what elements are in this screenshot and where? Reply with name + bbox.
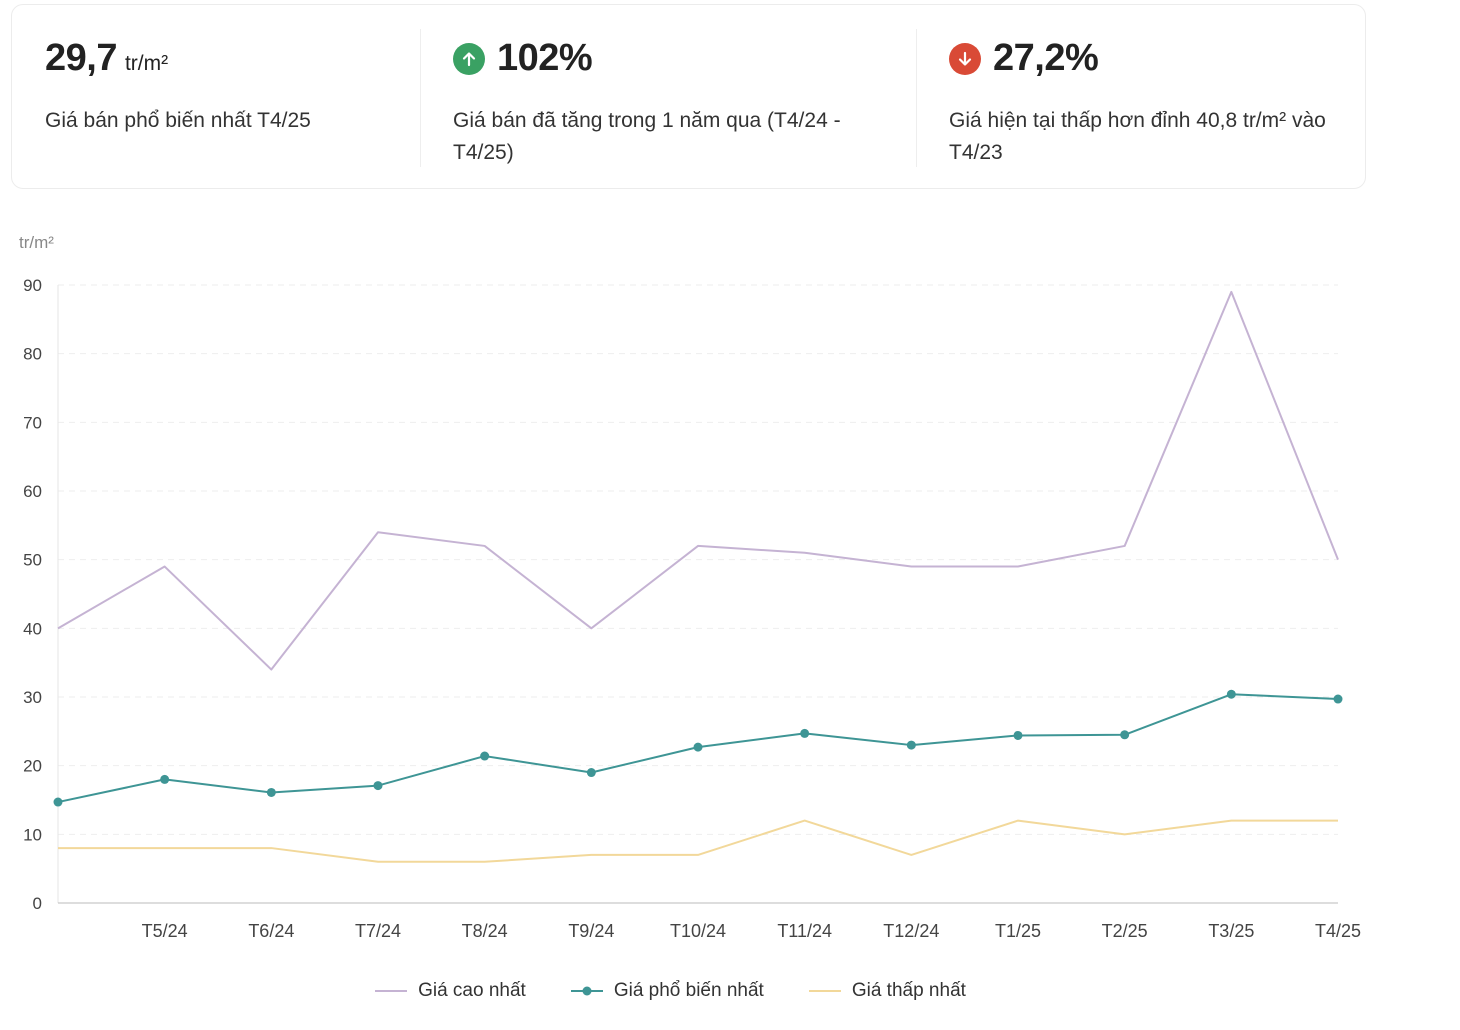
legend-item-2[interactable]: Giá thấp nhất — [808, 980, 966, 1002]
arrow-up-icon — [453, 42, 485, 75]
legend-swatch — [375, 990, 408, 992]
chart-grid — [57, 284, 1338, 904]
data-point[interactable] — [1226, 689, 1236, 699]
legend-item-1[interactable]: Giá phổ biến nhất — [570, 980, 764, 1002]
x-tick-label: T4/25 — [1315, 921, 1361, 941]
legend-label: Giá thấp nhất — [851, 980, 966, 1001]
data-point[interactable] — [586, 768, 596, 778]
stat-value-row: 102% — [453, 37, 593, 80]
x-tick-label: T10/24 — [670, 921, 726, 941]
data-point[interactable] — [1013, 730, 1023, 740]
data-point[interactable] — [160, 774, 170, 784]
x-tick-label: T7/24 — [355, 921, 401, 941]
data-point[interactable] — [266, 787, 276, 797]
x-tick-label: T8/24 — [462, 921, 508, 941]
stat-value: 27,2% — [993, 37, 1099, 79]
chart-series — [53, 290, 1343, 863]
stat-below-peak: 27,2% Giá hiện tại thấp hơn đỉnh 40,8 tr… — [916, 29, 1367, 167]
y-tick-label: 30 — [23, 688, 42, 707]
stat-description: Giá bán đã tăng trong 1 năm qua (T4/24 -… — [453, 109, 841, 164]
chart-legend: Giá cao nhất Giá phổ biến nhất Giá thấp nh… — [0, 980, 1340, 1002]
x-tick-label: T2/25 — [1102, 921, 1148, 941]
x-tick-label: T5/24 — [142, 921, 188, 941]
y-tick-label: 50 — [23, 551, 42, 570]
stat-description: Giá hiện tại thấp hơn đỉnh 40,8 tr/m² và… — [949, 109, 1326, 164]
legend-swatch — [808, 990, 841, 992]
stat-description: Giá bán phổ biến nhất T4/25 — [45, 109, 311, 132]
legend-swatch — [570, 986, 603, 996]
data-point[interactable] — [480, 751, 490, 761]
y-axis-ticks: 0 10 20 30 40 50 60 70 80 90 — [23, 276, 42, 913]
stat-unit: tr/m² — [124, 52, 169, 75]
x-tick-label: T9/24 — [568, 921, 614, 941]
legend-item-0[interactable]: Giá cao nhất — [374, 980, 526, 1002]
y-tick-label: 80 — [23, 345, 42, 364]
y-tick-label: 10 — [23, 825, 42, 844]
y-tick-label: 40 — [23, 619, 42, 638]
stat-value-row: 27,2% — [949, 37, 1099, 80]
stat-yearly-increase: 102% Giá bán đã tăng trong 1 năm qua (T4… — [420, 29, 916, 167]
price-line-chart: tr/m² 0 10 20 30 40 50 60 70 80 90 T5/24 T6/24 T7/2… — [19, 233, 1361, 941]
y-tick-label: 90 — [23, 276, 42, 295]
data-point[interactable] — [693, 742, 703, 752]
stat-value: 29,7 — [45, 37, 117, 79]
legend-label: Giá cao nhất — [418, 980, 526, 1001]
x-tick-label: T6/24 — [248, 921, 294, 941]
y-tick-label: 70 — [23, 413, 42, 432]
data-point[interactable] — [1120, 730, 1130, 740]
x-tick-label: T1/25 — [995, 921, 1041, 941]
x-tick-label: T12/24 — [883, 921, 939, 941]
arrow-down-icon — [949, 42, 981, 75]
legend-label: Giá phổ biến nhất — [613, 980, 764, 1001]
data-point[interactable] — [373, 781, 383, 791]
stat-common-price: 29,7 tr/m² Giá bán phổ biến nhất T4/25 — [12, 5, 420, 188]
x-axis-ticks: T5/24 T6/24 T7/24 T8/24 T9/24 T10/24 T11/24 T12… — [142, 921, 1361, 941]
data-point[interactable] — [800, 728, 810, 738]
y-tick-label: 60 — [23, 482, 42, 501]
stat-value: 102% — [497, 37, 593, 79]
data-point[interactable] — [1333, 694, 1343, 704]
x-tick-label: T3/25 — [1208, 921, 1254, 941]
data-point[interactable] — [906, 740, 916, 750]
stats-card: 29,7 tr/m² Giá bán phổ biến nhất T4/25 1… — [11, 4, 1366, 189]
x-tick-label: T11/24 — [777, 921, 832, 941]
y-tick-label: 20 — [23, 757, 42, 776]
y-axis-unit-label: tr/m² — [19, 233, 54, 252]
series-line-2 — [58, 819, 1338, 863]
series-line-0 — [57, 290, 1339, 671]
stat-value-row: 29,7 tr/m² — [45, 37, 168, 80]
y-tick-label: 0 — [33, 894, 42, 913]
data-point[interactable] — [53, 797, 63, 807]
